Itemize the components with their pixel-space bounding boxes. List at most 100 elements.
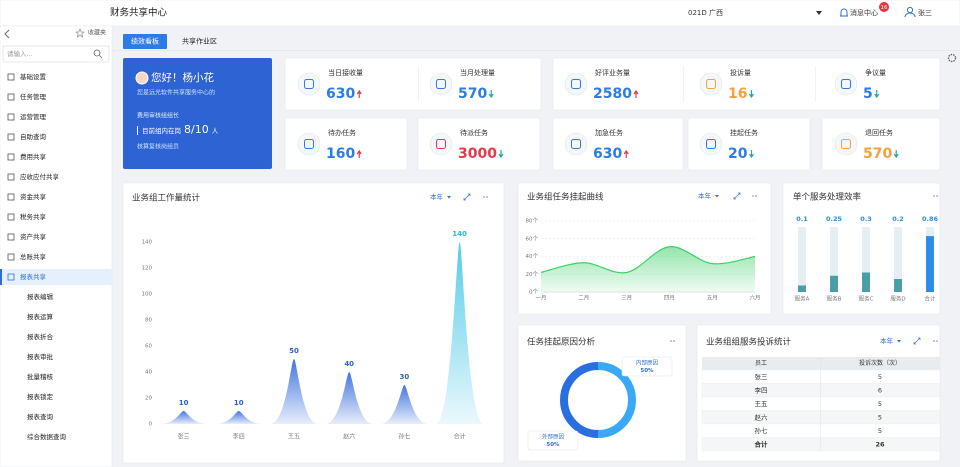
stat-value: 630 xyxy=(593,146,622,162)
bar xyxy=(798,285,806,292)
x-tick-label: 服务B xyxy=(827,295,842,303)
expand-icon[interactable] xyxy=(913,337,921,345)
table-title: 业务组组服务投诉统计 xyxy=(706,337,792,348)
stat-icon xyxy=(429,72,453,96)
menu-item[interactable]: 费用共享 xyxy=(20,152,47,161)
more-icon[interactable] xyxy=(936,195,938,197)
org-select[interactable]: 021D 广西 xyxy=(688,8,723,17)
y-tick-label: 0个 xyxy=(529,289,538,296)
welcome-post: 核算复核岗组员 xyxy=(137,143,179,151)
welcome-card xyxy=(123,58,272,169)
stat-label: 争议量 xyxy=(865,68,886,77)
data-label: 30 xyxy=(400,373,410,381)
favorites-link[interactable]: 收藏夹 xyxy=(88,29,106,37)
y-tick-label: 100 xyxy=(142,292,153,298)
menu-item[interactable]: 基础设置 xyxy=(20,72,47,81)
table-cell: 赵六 xyxy=(755,412,769,421)
header-bar xyxy=(0,0,960,27)
search-placeholder: 请输入... xyxy=(7,49,33,58)
expand-icon[interactable] xyxy=(463,193,471,201)
stat-label: 投诉量 xyxy=(730,68,751,77)
menu-item[interactable]: 税务共享 xyxy=(20,212,47,221)
table-cell: 张三 xyxy=(755,372,769,381)
value-label: 50% xyxy=(546,442,560,448)
menu-active-bar xyxy=(0,269,2,285)
bar xyxy=(862,272,870,292)
menu-item[interactable]: 资产共享 xyxy=(20,232,47,241)
x-tick-label: 合计 xyxy=(454,433,466,441)
stat-card xyxy=(821,117,941,171)
stat-icon-glyph xyxy=(841,79,851,89)
more-icon[interactable] xyxy=(486,196,488,198)
more-icon[interactable] xyxy=(933,340,935,342)
submenu-item[interactable]: 报表折合 xyxy=(27,332,54,341)
menu-icon xyxy=(7,93,15,101)
search-box[interactable] xyxy=(2,45,110,63)
messages-link[interactable]: 消息中心 xyxy=(850,8,878,17)
bar-track xyxy=(862,227,870,292)
submenu-item[interactable]: 报表查询 xyxy=(27,412,54,421)
user-name[interactable]: 张三 xyxy=(918,8,932,17)
tab[interactable]: 共享作业区 xyxy=(182,37,217,46)
period-select[interactable]: 本年 xyxy=(880,336,894,345)
menu-icon xyxy=(7,273,15,281)
stat-value: 16 xyxy=(728,86,747,102)
menu-icon xyxy=(7,213,15,221)
star-icon xyxy=(75,28,85,38)
more-icon[interactable] xyxy=(933,195,935,197)
trend-arrow xyxy=(356,89,362,98)
peak xyxy=(380,385,429,424)
peak xyxy=(159,411,208,424)
more-icon[interactable] xyxy=(755,195,757,197)
submenu-item[interactable]: 报表审批 xyxy=(27,352,54,361)
chart-title: 业务组工作量统计 xyxy=(132,193,201,204)
stat-icon xyxy=(564,132,588,156)
menu-item[interactable]: 任务管理 xyxy=(20,92,47,101)
y-tick-label: 20 xyxy=(145,396,152,402)
more-icon[interactable] xyxy=(752,195,754,197)
more-icon[interactable] xyxy=(670,340,672,342)
menu-item[interactable]: 总账共享 xyxy=(20,252,47,261)
menu-item[interactable]: 应收应付共享 xyxy=(20,172,60,181)
stat-icon-glyph xyxy=(706,79,716,89)
menu-icon xyxy=(7,173,15,181)
table-header xyxy=(702,357,940,370)
table-header-cell: 投诉次数（次） xyxy=(859,359,901,367)
tab[interactable]: 绩效看板 xyxy=(131,37,159,46)
stat-value: 5 xyxy=(863,86,873,102)
table-cell: 合计 xyxy=(754,439,769,448)
menu-item[interactable]: 报表共享 xyxy=(20,272,47,281)
stat-icon-glyph xyxy=(436,79,446,89)
more-icon[interactable] xyxy=(483,196,485,198)
stat-value: 3000 xyxy=(458,146,497,162)
dropdown-arrow xyxy=(447,196,451,199)
submenu-item[interactable]: 批量稽核 xyxy=(27,372,54,381)
collapse-icon[interactable] xyxy=(4,29,10,39)
bar-track xyxy=(894,227,902,292)
more-icon[interactable] xyxy=(673,340,675,342)
menu-icon xyxy=(7,133,15,141)
menu-icon xyxy=(7,113,15,121)
x-tick-label: 服务D xyxy=(890,295,905,303)
y-tick-label: 40个 xyxy=(526,253,539,260)
submenu-item[interactable]: 报表锁定 xyxy=(27,392,54,401)
expand-icon[interactable] xyxy=(733,192,741,200)
stat-label: 待办任务 xyxy=(328,128,356,137)
x-tick-label: 王五 xyxy=(288,434,300,441)
submenu-item[interactable]: 综合数据查询 xyxy=(27,432,67,441)
period-select[interactable]: 本年 xyxy=(430,192,444,201)
more-icon[interactable] xyxy=(936,340,938,342)
x-tick-label: 一月 xyxy=(535,295,546,302)
tab-active[interactable] xyxy=(123,34,167,49)
x-tick-label: 李四 xyxy=(233,433,245,441)
x-tick-label: 二月 xyxy=(578,295,589,302)
submenu-item[interactable]: 报表编辑 xyxy=(27,292,54,301)
submenu-item[interactable]: 报表运算 xyxy=(27,312,54,321)
settings-icon[interactable] xyxy=(947,53,957,63)
period-select[interactable]: 本年 xyxy=(698,191,712,200)
stat-icon-glyph xyxy=(304,79,314,89)
menu-item[interactable]: 自助查询 xyxy=(20,132,47,141)
stat-icon xyxy=(564,72,588,96)
menu-item[interactable]: 运营管理 xyxy=(20,112,47,121)
menu-item[interactable]: 资金共享 xyxy=(20,192,47,201)
